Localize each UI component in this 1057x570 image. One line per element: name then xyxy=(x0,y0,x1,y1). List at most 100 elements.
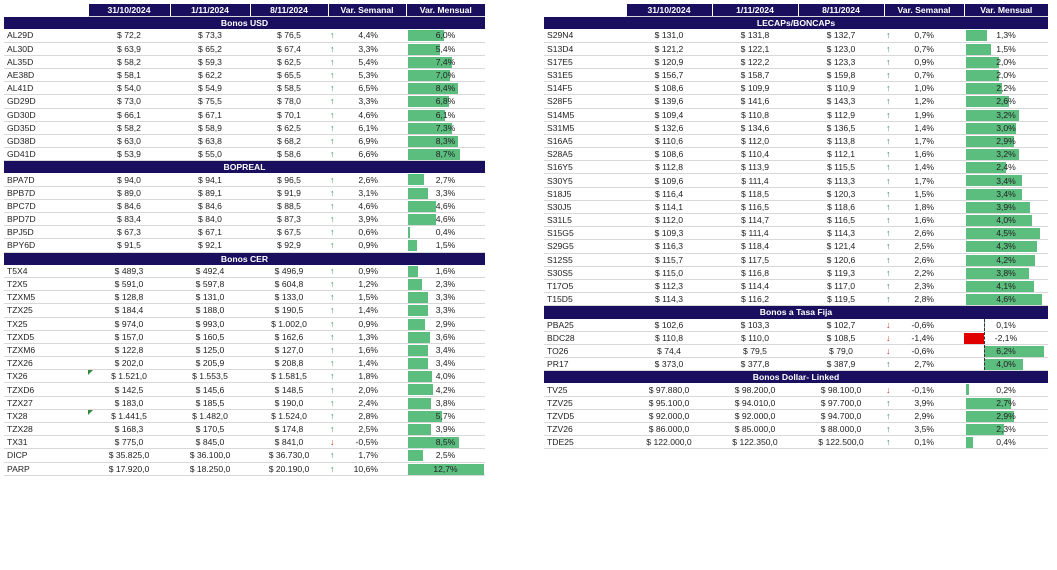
weekly-var-value: 3,5% xyxy=(914,424,934,435)
table-row: T17O5 $ 112,3 $ 114,4 $ 117,0 ↑ 2,3% 4,1% xyxy=(544,279,1048,294)
ticker-cell: S16Y5 xyxy=(544,160,626,175)
price-value: $ 92.000,0 xyxy=(734,410,776,421)
weekly-var-value: 1,7% xyxy=(914,135,934,146)
price-value: $ 79,5 xyxy=(743,345,767,356)
weekly-var-value: 1,7% xyxy=(358,450,378,461)
ticker-cell: S13D4 xyxy=(544,42,626,56)
monthly-var-cell: 1,5% xyxy=(406,238,485,253)
ticker-cell: BDC28 xyxy=(544,331,626,345)
price-value: $ 35.825,0 xyxy=(108,450,150,461)
price-cell-2: $ 160,5 xyxy=(170,330,250,344)
arrow-down-icon: ↓ xyxy=(886,332,891,343)
price-value: $ 119,5 xyxy=(826,294,856,305)
ticker-cell: S14M5 xyxy=(544,108,626,122)
price-value: $ 89,1 xyxy=(198,187,222,198)
price-value: $ 76,5 xyxy=(277,30,301,41)
weekly-var-cell: ↑ 3,3% xyxy=(328,94,406,109)
price-value: $ 62,5 xyxy=(277,122,301,133)
ticker-cell: BPC7D xyxy=(4,199,88,214)
weekly-var-value: 0,9% xyxy=(358,240,378,251)
price-value: $ 205,9 xyxy=(195,358,225,369)
monthly-var-cell: 2,0% xyxy=(964,68,1048,83)
arrow-up-icon: ↑ xyxy=(886,228,891,239)
price-cell-2: $ 110,0 xyxy=(712,331,798,345)
header-weekly-var: Var. Semanal xyxy=(327,4,406,18)
price-value: $ 79,0 xyxy=(829,345,853,356)
monthly-var-bar xyxy=(408,358,429,369)
price-value: $ 110,0 xyxy=(740,332,770,343)
monthly-var-value: 3,4% xyxy=(435,358,456,369)
arrow-up-icon: ↑ xyxy=(330,463,335,474)
monthly-var-bar xyxy=(408,227,411,238)
price-value: $ 115,5 xyxy=(826,162,856,173)
monthly-var-bar xyxy=(408,331,430,343)
ticker-cell: DICP xyxy=(4,448,88,463)
monthly-var-bar xyxy=(408,397,431,409)
price-value: $ 65,2 xyxy=(198,43,222,54)
table-row: BDC28 $ 110,8 $ 110,0 $ 108,5 ↓ -1,4% -2,1% xyxy=(544,331,1048,345)
price-value: $ 122.350,0 xyxy=(732,437,778,448)
monthly-var-bar xyxy=(408,240,417,252)
ticker-cell: TV25 xyxy=(544,383,626,397)
price-cell-1: $ 73,0 xyxy=(88,94,170,109)
weekly-var-value: 4,6% xyxy=(358,200,378,211)
weekly-var-value: 1,7% xyxy=(914,175,934,186)
weekly-var-value: -1,4% xyxy=(911,332,934,343)
price-cell-3: $ 387,9 xyxy=(798,357,884,372)
price-value: $ 108,6 xyxy=(654,149,684,160)
arrow-up-icon: ↑ xyxy=(330,450,335,461)
price-value: $ 116,4 xyxy=(654,188,684,199)
section-header: Bonos USD xyxy=(4,16,485,30)
price-cell-3: $ 96,5 xyxy=(250,173,328,187)
monthly-var-value: 2,7% xyxy=(435,174,456,185)
arrow-up-icon: ↑ xyxy=(330,397,335,408)
ticker-cell: T15D5 xyxy=(544,292,626,307)
price-cell-3: $ 92,9 xyxy=(250,238,328,253)
monthly-var-value: 6,8% xyxy=(435,96,456,107)
weekly-var-cell: ↑ 1,6% xyxy=(884,213,964,228)
price-value: $ 111,4 xyxy=(741,228,769,239)
monthly-var-bar xyxy=(966,215,1033,226)
price-value: $ 88,5 xyxy=(277,200,301,211)
monthly-var-cell: 6,2% xyxy=(964,344,1048,359)
arrow-up-icon: ↑ xyxy=(330,122,335,133)
price-cell-3: $ 190,5 xyxy=(250,303,328,318)
price-cell-1: $ 120,9 xyxy=(626,55,712,69)
price-value: $ 112,9 xyxy=(826,109,856,120)
monthly-var-value: 4,0% xyxy=(996,215,1016,226)
section-header: Bonos a Tasa Fija xyxy=(544,305,1048,319)
monthly-var-value: 2,5% xyxy=(435,450,456,461)
arrow-up-icon: ↑ xyxy=(886,188,891,199)
price-value: $ 102,6 xyxy=(654,319,684,330)
weekly-var-value: 4,4% xyxy=(358,30,378,41)
arrow-up-icon: ↑ xyxy=(886,162,891,173)
price-cell-1: $ 92.000,0 xyxy=(626,409,712,424)
price-value: $ 97.880,0 xyxy=(648,384,690,395)
monthly-var-value: 1,3% xyxy=(996,30,1016,41)
ticker-cell: TO26 xyxy=(544,344,626,359)
price-cell-2: $ 1.482,0 xyxy=(170,409,250,424)
weekly-var-cell: ↑ 1,7% xyxy=(884,173,964,188)
price-cell-2: $ 75,5 xyxy=(170,94,250,109)
price-cell-3: $ 120,6 xyxy=(798,253,884,267)
price-cell-3: $ 102,7 xyxy=(798,318,884,332)
table-row: AL29D $ 72,2 $ 73,3 $ 76,5 ↑ 4,4% 6,0% xyxy=(4,29,485,43)
monthly-var-bar xyxy=(966,294,1042,305)
arrow-up-icon: ↑ xyxy=(330,174,335,185)
table-row: TZX26 $ 202,0 $ 205,9 $ 208,8 ↑ 1,4% 3,4% xyxy=(4,356,485,371)
price-cell-3: $ 97.700,0 xyxy=(798,396,884,410)
arrow-up-icon: ↑ xyxy=(330,384,335,395)
price-value: $ 112,1 xyxy=(826,149,856,160)
arrow-up-icon: ↑ xyxy=(330,292,335,303)
price-cell-3: $ 136,5 xyxy=(798,121,884,135)
weekly-var-cell: ↑ 4,4% xyxy=(328,29,406,43)
monthly-var-cell: 12,7% xyxy=(406,462,485,476)
table-row: GD38D $ 63,0 $ 63,8 $ 68,2 ↑ 6,9% 8,3% xyxy=(4,134,485,149)
monthly-var-value: 2,4% xyxy=(996,162,1016,173)
price-cell-3: $ 162,6 xyxy=(250,330,328,344)
price-value: $ 157,0 xyxy=(114,331,144,342)
monthly-var-bar xyxy=(408,265,418,277)
price-value: $ 58,9 xyxy=(198,122,222,133)
arrow-up-icon: ↑ xyxy=(886,83,891,94)
table-row: S13D4 $ 121,2 $ 122,1 $ 123,0 ↑ 0,7% 1,5% xyxy=(544,42,1048,56)
